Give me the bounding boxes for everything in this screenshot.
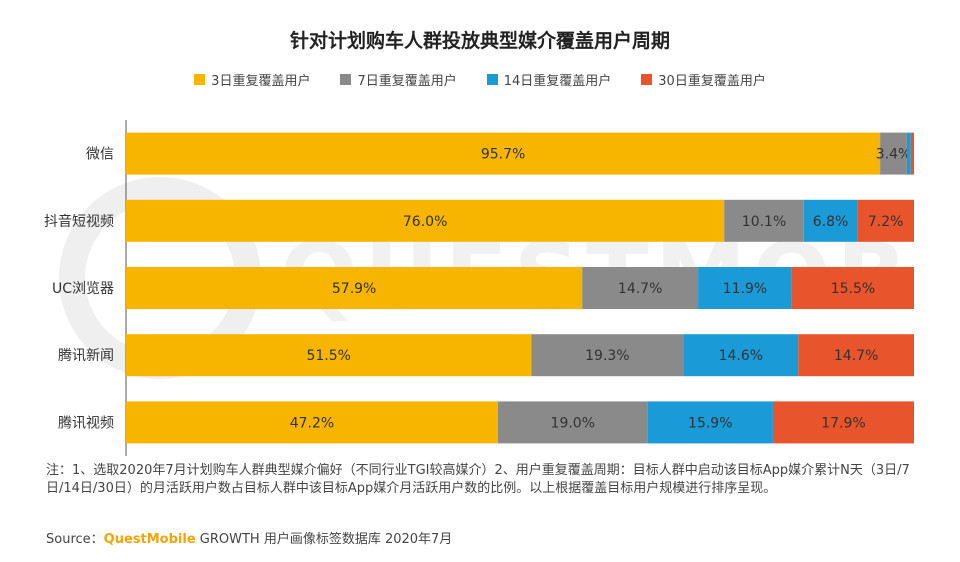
bar-segment — [126, 401, 498, 444]
bar-segment — [126, 132, 881, 175]
legend-swatch-30d — [641, 74, 653, 85]
footnote: 注：1、选取2020年7月计划购车人群典型媒介偏好（不同行业TGI较高媒介）2、… — [46, 463, 910, 496]
bar-segment — [772, 401, 914, 444]
chart-legend: 3日重复覆盖用户 7日重复覆盖用户 14日重复覆盖用户 30日重复覆盖用户 — [0, 70, 960, 89]
legend-label-14d: 14日重复覆盖用户 — [503, 74, 612, 89]
legend-swatch-7d — [340, 74, 352, 85]
bar-segment — [582, 267, 699, 309]
source-line: Source：QuestMobile GROWTH 用户画像标签数据库 2020… — [46, 528, 452, 547]
chart-title: 针对计划购车人群投放典型媒介覆盖用户周期 — [289, 30, 670, 52]
data-label: 95.7% — [481, 147, 525, 163]
data-label: 19.3% — [585, 348, 629, 364]
source-rest: GROWTH 用户画像标签数据库 2020年7月 — [195, 532, 453, 547]
data-label: 14.6% — [719, 348, 763, 364]
source-brand: QuestMobile — [103, 532, 196, 547]
category-label: 微信 — [86, 147, 114, 163]
legend-label-30d: 30日重复覆盖用户 — [658, 74, 766, 89]
legend-label-3d: 3日重复覆盖用户 — [211, 74, 311, 89]
data-label: 76.0% — [403, 214, 447, 230]
legend-swatch-14d — [486, 74, 498, 85]
data-label: 11.9% — [723, 281, 767, 297]
bar-segment — [647, 401, 773, 444]
legend-item-14d: 14日重复覆盖用户 — [486, 70, 612, 89]
bar-segment — [724, 199, 804, 242]
legend-label-7d: 7日重复覆盖用户 — [357, 74, 457, 89]
data-label: 14.7% — [834, 348, 878, 364]
bar-segment — [791, 267, 914, 309]
bar-segment — [126, 334, 532, 377]
bar-segment — [126, 199, 725, 242]
legend-item-30d: 30日重复覆盖用户 — [641, 70, 766, 89]
data-label: 15.5% — [831, 281, 875, 297]
bar-segment — [906, 132, 911, 175]
data-label: 14.7% — [618, 281, 662, 297]
category-label: UC浏览器 — [52, 281, 114, 297]
bar-segment — [531, 334, 684, 377]
bar-segment — [698, 267, 792, 309]
bar-segment — [798, 334, 914, 377]
data-label: 57.9% — [332, 281, 376, 297]
legend-item-7d: 7日重复覆盖用户 — [340, 70, 457, 89]
stacked-bar-chart: 微信 95.7% 3.4% 抖音短视频 76.0% 10.1% 6.8% 7.2% UC浏览器 5… — [44, 120, 914, 456]
data-label: 7.2% — [868, 214, 904, 230]
data-label: 3.4% — [876, 147, 912, 163]
bar-segment — [803, 199, 858, 242]
bar-segment — [683, 334, 799, 377]
data-label: 10.1% — [742, 214, 786, 230]
legend-swatch-3d — [194, 74, 206, 85]
legend-item-3d: 3日重复覆盖用户 — [194, 70, 310, 89]
bar-segment — [126, 267, 583, 309]
bar-segment — [910, 132, 914, 175]
data-label: 6.8% — [813, 214, 849, 230]
source-prefix: Source： — [46, 532, 104, 547]
bar-segment — [857, 199, 914, 242]
data-label: 15.9% — [688, 415, 732, 431]
data-label: 19.0% — [551, 415, 595, 431]
data-label: 17.9% — [821, 415, 865, 431]
category-label: 抖音短视频 — [44, 213, 114, 230]
data-label: 47.2% — [290, 415, 334, 431]
bar-segment — [497, 401, 648, 444]
category-label: 腾讯视频 — [58, 414, 114, 431]
bar-segment — [880, 132, 907, 175]
data-label: 51.5% — [306, 348, 350, 364]
category-label: 腾讯新闻 — [58, 347, 114, 364]
